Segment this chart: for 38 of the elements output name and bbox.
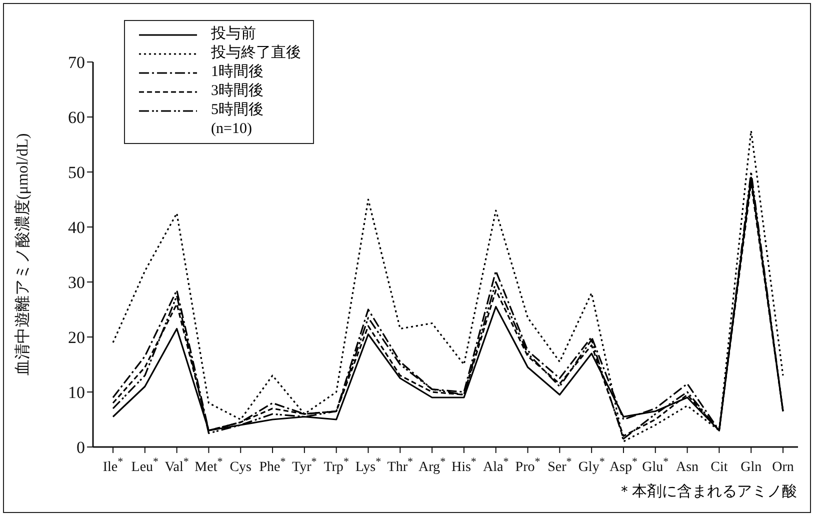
legend-label: 投与終了直後 [211,44,301,63]
x-tick-label: Gly$^{*}$ [578,456,605,475]
legend-label: 3時間後 [211,82,264,101]
legend-label: 1時間後 [211,63,264,82]
x-tick-label: Tyr$^{*}$ [292,456,317,475]
x-tick-label: Ala$^{*}$ [483,456,509,475]
x-tick-label: Met$^{*}$ [194,456,223,475]
x-tick-label: Phe$^{*}$ [259,456,286,475]
x-tick-label: Val$^{*}$ [164,456,189,475]
y-tick-label: 40 [68,218,85,238]
x-tick-label: Arg$^{*}$ [418,456,446,475]
y-tick-label: 10 [68,383,85,402]
x-tick-label: Thr$^{*}$ [387,456,413,475]
y-tick-label: 50 [68,163,85,182]
x-tick-label: His$^{*}$ [451,456,476,475]
x-tick-label: Ile$^{*}$ [102,456,124,475]
x-tick-label: Glu$^{*}$ [642,456,669,475]
x-tick-label: Lys$^{*}$ [355,456,382,475]
x-tick-label: Leu$^{*}$ [131,456,159,475]
x-tick-label: Cit [710,460,728,475]
x-tick-label: Cys [230,460,252,475]
legend-label: 投与前 [211,25,256,44]
x-tick-label: Pro$^{*}$ [515,456,540,475]
y-axis-title: 血清中遊離アミノ酸濃度(μmol/dL) [14,133,32,376]
x-tick-label: Asp$^{*}$ [609,456,638,475]
y-tick-label: 30 [68,273,85,292]
x-tick-label: Asn [676,460,699,475]
x-tick-label: Orn [772,460,794,475]
x-tick-label: Trp$^{*}$ [324,456,349,475]
y-tick-label: 60 [68,108,85,128]
legend-label: 5時間後 [211,101,264,120]
y-tick-label: 20 [68,328,85,348]
y-tick-label: 0 [76,438,85,458]
x-tick-label: Ser$^{*}$ [548,456,572,475]
y-tick-label: 70 [68,53,85,72]
legend-title: (n=10) [211,120,253,139]
x-tick-label: Gln [740,460,762,475]
text: ＊本剤に含まれるアミノ酸 [617,482,797,501]
